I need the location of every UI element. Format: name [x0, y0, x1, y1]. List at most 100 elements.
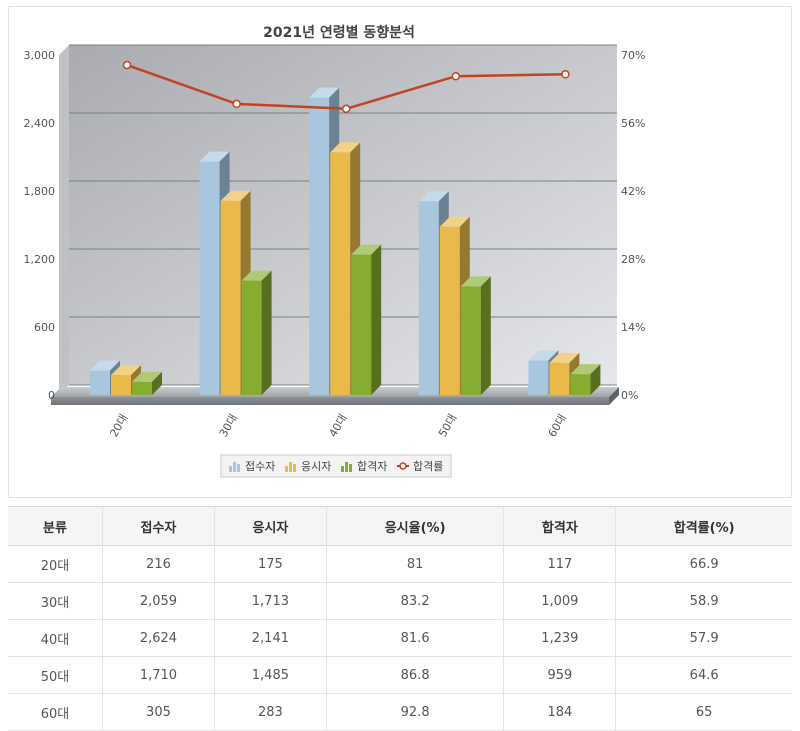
bar-3-30대 [241, 270, 272, 395]
table-cell: 58.9 [615, 582, 792, 620]
rate-point-40대 [341, 104, 351, 114]
y-right-tick-label: 0% [621, 389, 638, 402]
table-cell: 305 [102, 693, 215, 731]
legend-bar-icon [237, 464, 240, 472]
x-tick-label: 60대 [546, 412, 569, 439]
table-cell: 81 [325, 545, 504, 583]
bar-front [418, 201, 439, 395]
rate-point-20대 [122, 60, 132, 70]
bar-3-40대 [351, 244, 382, 395]
bar-front [132, 381, 152, 395]
bar-front [90, 370, 110, 395]
bar-front [309, 97, 330, 395]
legend-bar-icon [285, 466, 288, 472]
table-header-cell: 분류 [8, 506, 103, 546]
rate-point-60대 [561, 70, 570, 79]
table-header-cell: 응시자 [213, 506, 327, 546]
legend-item-4: 합격률 [397, 460, 443, 473]
y-left-tick-label: 0 [48, 389, 55, 402]
y-right-tick-label: 70% [621, 49, 645, 62]
table-header-cell: 접수자 [102, 506, 215, 546]
table-header-cell: 응시율(%) [325, 506, 504, 546]
table-cell: 959 [503, 656, 616, 694]
table-cell: 184 [503, 693, 616, 731]
bar-3-50대 [460, 276, 491, 395]
bar-front [351, 254, 372, 395]
table-cell: 81.6 [325, 619, 504, 657]
x-tick-label: 50대 [436, 412, 459, 439]
table-cell: 1,713 [213, 582, 327, 620]
bar-side [480, 276, 491, 395]
bar-front [460, 286, 481, 395]
bar-front [330, 152, 351, 395]
table-cell: 1,710 [102, 656, 215, 694]
table-cell: 83.2 [325, 582, 504, 620]
x-tick-label: 40대 [326, 412, 349, 439]
table-cell: 66.9 [615, 545, 792, 583]
table-body: 20대 216 175 81 117 66.9 30대 2,059 1,713 83.2 1,009… [8, 545, 792, 731]
legend-bar-icon [289, 462, 292, 472]
table-cell: 40대 [8, 619, 103, 657]
table-row: 60대 305 283 92.8 184 65 [8, 693, 792, 731]
bar-front [549, 362, 570, 395]
table-cell: 20대 [8, 545, 103, 583]
y-left-tick-label: 1,800 [24, 185, 56, 198]
table-cell: 2,059 [102, 582, 215, 620]
floor-front [51, 397, 609, 405]
legend-item-1: 접수자 [229, 460, 275, 473]
bar-front [111, 375, 131, 395]
plot-side-wall [59, 45, 69, 395]
bar-3-20대 [132, 371, 162, 395]
table-cell: 1,009 [503, 582, 616, 620]
table-cell: 86.8 [325, 656, 504, 694]
chart-title: 2021년 연령별 동향분석 [263, 24, 415, 41]
legend: 접수자 응시자 합격자 합격률 [220, 454, 452, 478]
bar-side [590, 364, 601, 395]
bar-front [199, 161, 220, 395]
bar-front [528, 360, 549, 395]
table-header-row: 분류 접수자 응시자 응시율(%) 합격자 합격률(%) [8, 506, 792, 546]
table-row: 30대 2,059 1,713 83.2 1,009 58.9 [8, 582, 792, 620]
table-cell: 283 [213, 693, 327, 731]
y-left-tick-label: 1,200 [24, 253, 56, 266]
legend-label: 응시자 [301, 460, 331, 473]
rate-point-50대 [451, 71, 461, 81]
legend-label: 합격자 [357, 460, 387, 473]
table-cell: 2,624 [102, 619, 215, 657]
table-cell: 1,485 [213, 656, 327, 694]
table-cell: 60대 [8, 693, 103, 731]
table-row: 20대 216 175 81 117 66.9 [8, 545, 792, 583]
table-cell: 50대 [8, 656, 103, 694]
legend-bar-icon [233, 462, 236, 472]
line-series [122, 60, 570, 114]
table-header-cell: 합격자 [503, 506, 616, 546]
y-left-tick-label: 2,400 [24, 117, 56, 130]
legend-marker-icon [399, 462, 407, 470]
bar-front [570, 374, 591, 395]
legend-bar-icon [345, 462, 348, 472]
legend-box [220, 454, 452, 478]
bar-side [152, 371, 162, 395]
chart-panel: 2021년 연령별 동향분석 0 600 1,200 1,800 2,400 3,000 0… [8, 6, 792, 498]
legend-label: 접수자 [245, 460, 275, 473]
table-cell: 65 [615, 693, 792, 731]
y-right-tick-label: 56% [621, 117, 645, 130]
table-header-cell: 합격률(%) [615, 506, 792, 546]
bar-side [261, 270, 272, 395]
rate-point-30대 [232, 99, 241, 109]
legend-label: 합격률 [413, 460, 443, 473]
combo-chart: 2021년 연령별 동향분석 0 600 1,200 1,800 2,400 3,000 0… [24, 24, 645, 478]
table-cell: 57.9 [615, 619, 792, 657]
bar-front [220, 200, 241, 395]
data-table: 분류 접수자 응시자 응시율(%) 합격자 합격률(%) 20대 216 175 81 117 66… [8, 506, 792, 731]
y-right-tick-label: 42% [621, 185, 645, 198]
legend-item-3: 합격자 [341, 460, 387, 473]
legend-item-2: 응시자 [285, 460, 331, 473]
table-cell: 216 [102, 545, 215, 583]
y-left-tick-label: 3,000 [24, 49, 56, 62]
table-cell: 92.8 [325, 693, 504, 731]
floor-side [609, 387, 619, 405]
table-cell: 117 [503, 545, 616, 583]
bar-front [439, 226, 460, 395]
legend-bar-icon [229, 466, 232, 472]
